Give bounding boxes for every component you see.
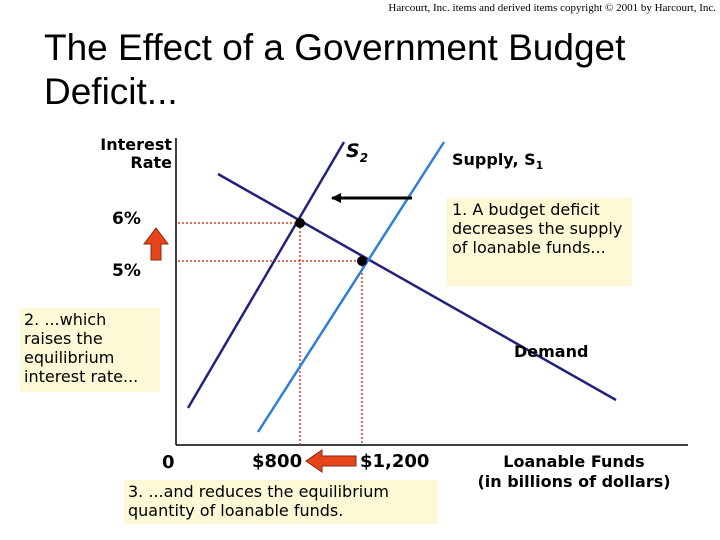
s1-label-text: Supply, S: [452, 150, 536, 169]
s1-label-subscript: 1: [535, 159, 544, 173]
s2-label: S2: [346, 140, 368, 165]
y-tick-6pct: 6%: [112, 209, 141, 229]
x-axis-label-line2: (in billions of dollars): [477, 472, 671, 491]
y-axis-label: Interest Rate: [80, 136, 172, 172]
x-tick-1200: $1,200: [360, 451, 430, 472]
equilibrium-point-new: [295, 218, 305, 228]
x-tick-800: $800: [252, 451, 303, 472]
quantity-left-arrow: [305, 449, 357, 473]
equilibrium-point-old: [357, 256, 367, 266]
x-axis-label: Loanable Funds (in billions of dollars): [452, 452, 696, 492]
demand-label: Demand: [514, 342, 589, 361]
demand-curve: [217, 172, 617, 402]
y-axis-label-line2: Rate: [130, 153, 172, 172]
copyright-notice: Harcourt, Inc. items and derived items c…: [388, 2, 716, 14]
x-axis-label-line1: Loanable Funds: [503, 452, 645, 471]
s2-label-subscript: 2: [359, 150, 369, 165]
y-tick-5pct: 5%: [112, 261, 141, 281]
x-tick-origin: 0: [162, 452, 175, 473]
note-budget-deficit: 1. A budget deficit decreases the supply…: [446, 198, 632, 286]
supply-s2-curve: [186, 141, 346, 409]
note-reduces-quantity: 3. ...and reduces the equilibrium quanti…: [124, 480, 438, 524]
s2-label-text: S: [346, 140, 360, 162]
slide-title: The Effect of a Government Budget Defici…: [44, 27, 626, 112]
note-raises-interest-rate: 2. ...which raises the equilibrium inter…: [20, 308, 160, 392]
y-axis-label-line1: Interest: [100, 135, 172, 154]
supply-s1-curve: [256, 141, 446, 433]
s1-label: Supply, S1: [452, 150, 543, 172]
interest-rate-up-arrow: [143, 227, 169, 261]
